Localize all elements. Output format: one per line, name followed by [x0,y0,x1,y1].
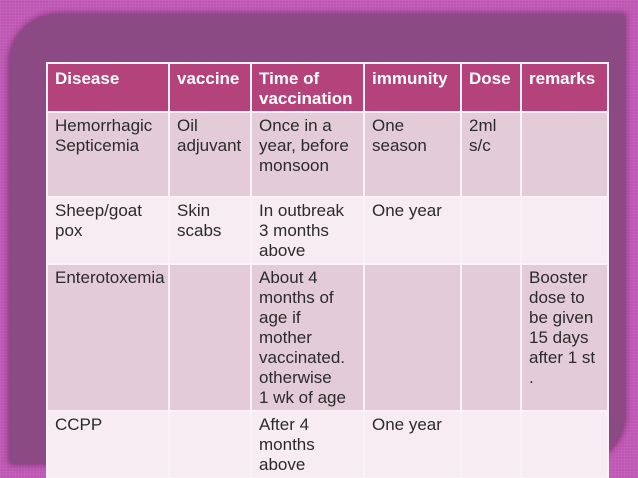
cell-immunity: One season [363,111,462,198]
cell-vaccine: Oil adjuvant [168,111,252,198]
table-row: Hemorrhagic Septicemia Oil adjuvant Once… [46,111,609,198]
header-cell-disease: Disease [46,62,170,113]
cell-remarks: Booster dose to be given 15 days after 1… [520,263,609,412]
header-cell-immunity: immunity [363,62,462,113]
cell-immunity [363,263,462,412]
cell-dose: 2ml s/c [460,111,522,198]
cell-remarks [520,196,609,265]
cell-disease: CCPP [46,410,170,478]
cell-disease: Hemorrhagic Septicemia [46,111,170,198]
cell-immunity: One year [363,196,462,265]
cell-time: After 4 months above [250,410,365,478]
cell-dose [460,196,522,265]
cell-time: Once in a year, before monsoon [250,111,365,198]
header-cell-remarks: remarks [520,62,609,113]
cell-disease: Sheep/goat pox [46,196,170,265]
header-cell-vaccine: vaccine [168,62,252,113]
cell-dose [460,410,522,478]
vaccination-table: Disease vaccine Time of vaccination immu… [46,62,609,478]
cell-immunity: One year [363,410,462,478]
cell-time: About 4 months of age if mother vaccinat… [250,263,365,412]
cell-dose [460,263,522,412]
cell-vaccine: Skin scabs [168,196,252,265]
cell-time: In outbreak 3 months above [250,196,365,265]
table-header-row: Disease vaccine Time of vaccination immu… [46,62,609,113]
table-row: Enterotoxemia About 4 months of age if m… [46,263,609,412]
table-row: CCPP After 4 months above One year [46,410,609,478]
cell-remarks [520,111,609,198]
table-row: Sheep/goat pox Skin scabs In outbreak 3 … [46,196,609,265]
header-cell-time-of-vaccination: Time of vaccination [250,62,365,113]
cell-disease: Enterotoxemia [46,263,170,412]
cell-vaccine [168,410,252,478]
header-cell-dose: Dose [460,62,522,113]
cell-remarks [520,410,609,478]
cell-vaccine [168,263,252,412]
